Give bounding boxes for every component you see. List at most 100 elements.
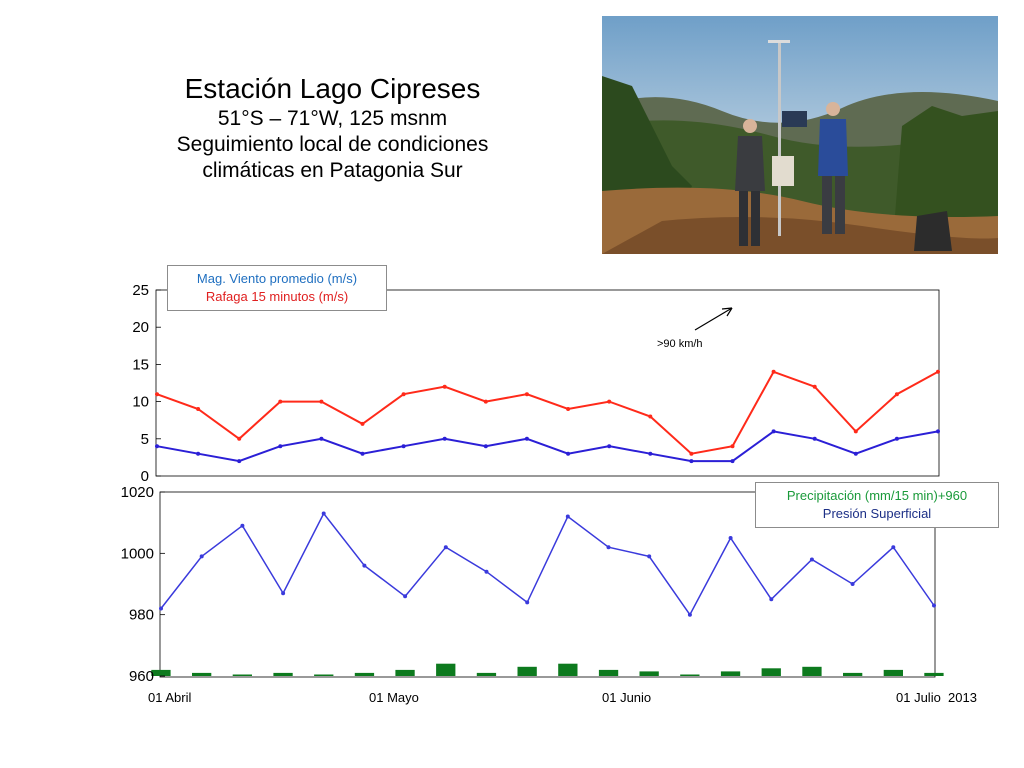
precip-bar — [802, 666, 822, 676]
data-point — [891, 545, 896, 550]
precip-bar — [924, 672, 944, 676]
data-point — [159, 606, 163, 611]
data-point — [281, 591, 286, 596]
data-point — [894, 392, 899, 397]
x-tick-mayo: 01 Mayo — [369, 690, 419, 705]
precip-bar — [192, 672, 212, 676]
data-point — [360, 451, 365, 456]
wind-chart-marks — [155, 369, 940, 464]
legend-item-wind-avg: Mag. Viento promedio (m/s) — [196, 271, 358, 286]
data-point — [278, 399, 283, 404]
data-point — [319, 436, 324, 441]
y-tick-label: 980 — [129, 607, 154, 624]
data-point — [237, 459, 242, 464]
y-tick-label: 1000 — [121, 545, 154, 562]
subtitle-line-1: Seguimiento local de condiciones — [176, 132, 489, 156]
gust-annotation: >90 km/h — [657, 338, 703, 350]
data-point — [894, 436, 899, 441]
precip-bar — [436, 663, 456, 676]
series-line-gust — [156, 370, 939, 455]
wind-y-axis: 0 5 10 15 20 25 — [132, 282, 161, 485]
subtitle-line-2: climáticas en Patagonia Sur — [202, 159, 463, 183]
precip-bar — [354, 672, 375, 676]
precip-bar — [680, 674, 700, 676]
data-point — [442, 384, 447, 389]
data-point — [607, 444, 612, 449]
data-point — [771, 369, 776, 374]
series-line-pressure — [160, 512, 935, 617]
annotation-arrow — [694, 307, 733, 331]
pressure-chart-marks — [151, 511, 944, 676]
data-point — [525, 600, 530, 605]
x-tick-junio: 01 Junio — [602, 690, 652, 705]
precip-bar — [476, 672, 497, 676]
page-title: Estación Lago Cipreses — [184, 73, 481, 104]
data-point — [730, 444, 735, 449]
precip-bar — [151, 669, 171, 676]
data-point — [237, 436, 242, 441]
data-point — [401, 444, 406, 449]
data-point — [278, 444, 283, 449]
data-point — [199, 554, 204, 559]
data-point — [319, 399, 324, 404]
x-tick-julio: 01 Julio 2013 — [896, 690, 977, 705]
y-tick-label: 10 — [132, 394, 149, 411]
data-point — [483, 399, 488, 404]
data-point — [403, 594, 408, 599]
data-point — [853, 429, 858, 434]
data-point — [853, 451, 858, 456]
data-point — [566, 407, 571, 411]
pressure-y-axis: 960 980 1000 1020 — [121, 484, 165, 685]
data-point — [689, 459, 694, 464]
pressure-chart: 960 980 1000 1020 — [121, 484, 944, 685]
data-point — [483, 444, 488, 449]
data-point — [936, 429, 940, 434]
data-point — [932, 603, 936, 608]
data-point — [936, 369, 940, 374]
data-point — [524, 392, 529, 397]
data-point — [442, 436, 447, 441]
precip-bar — [639, 671, 659, 676]
data-point — [606, 545, 611, 550]
data-point — [155, 392, 159, 397]
precip-bar — [720, 671, 741, 676]
data-point — [565, 514, 570, 519]
precip-bar — [558, 663, 578, 676]
data-point — [771, 429, 776, 434]
data-point — [648, 451, 653, 456]
y-tick-label: 1020 — [121, 484, 154, 501]
data-point — [196, 451, 201, 456]
data-point — [647, 554, 652, 559]
y-tick-label: 20 — [132, 319, 149, 336]
precip-bar — [843, 672, 863, 676]
data-point — [484, 569, 489, 574]
precip-bar — [273, 672, 293, 676]
data-point — [566, 451, 571, 456]
precip-bar — [517, 666, 537, 676]
station-coordinates: 51°S – 71°W, 125 msnm — [217, 106, 448, 130]
precip-bar — [598, 669, 619, 676]
data-point — [607, 399, 612, 404]
data-point — [850, 582, 855, 586]
precip-bar — [314, 674, 334, 676]
data-point — [321, 511, 326, 516]
data-point — [812, 436, 817, 441]
data-point — [687, 612, 692, 617]
legend-item-pressure: Presión Superficial — [822, 506, 932, 522]
y-tick-label: 15 — [132, 356, 149, 373]
series-line-wind-avg — [156, 430, 939, 463]
data-point — [443, 545, 448, 550]
data-point — [730, 459, 735, 464]
x-tick-abril: 01 Abril — [148, 690, 192, 705]
data-point — [769, 597, 774, 602]
y-tick-label: 5 — [141, 431, 149, 448]
data-point — [155, 444, 159, 449]
data-point — [648, 414, 653, 419]
station-photo — [602, 16, 998, 254]
data-point — [728, 536, 733, 540]
data-point — [812, 384, 817, 389]
title-block: Estación Lago Cipreses 51°S – 71°W, 125 … — [150, 72, 515, 184]
wind-legend: Mag. Viento promedio (m/s) Rafaga 15 min… — [167, 265, 387, 312]
data-point — [196, 407, 201, 411]
